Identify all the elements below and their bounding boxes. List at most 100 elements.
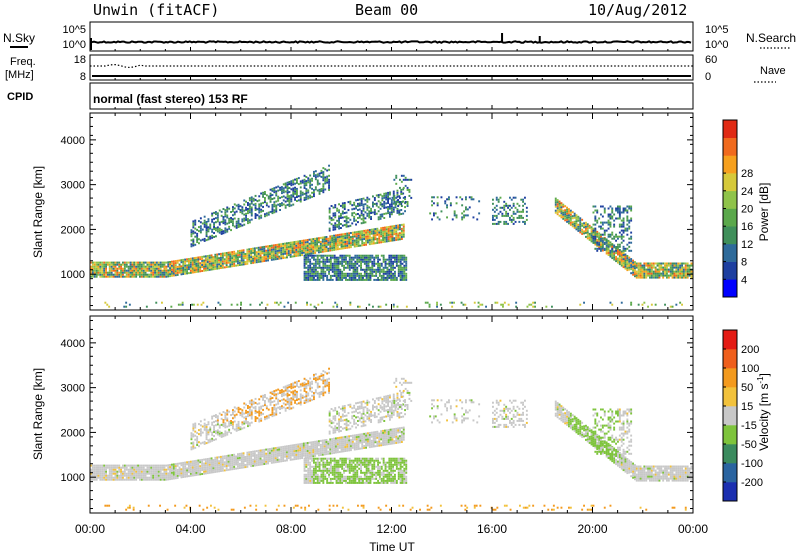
heatmap-cell [116, 274, 118, 276]
heatmap-cell [237, 461, 239, 463]
heatmap-cell [405, 273, 407, 275]
heatmap-cell [181, 271, 183, 273]
heatmap-cell [321, 172, 323, 174]
heatmap-cell [593, 230, 595, 232]
heatmap-cell [551, 306, 553, 308]
heatmap-cell [307, 255, 309, 257]
heatmap-cell [640, 263, 642, 265]
heatmap-cell [116, 276, 118, 278]
heatmap-cell [148, 264, 150, 266]
heatmap-cell [371, 243, 373, 245]
heatmap-cell [309, 271, 311, 273]
heatmap-cell [312, 250, 314, 252]
heatmap-cell [109, 276, 111, 278]
heatmap-cell [275, 449, 277, 451]
heatmap-cell [343, 241, 345, 243]
heatmap-cell [396, 277, 398, 279]
heatmap-cell [380, 202, 382, 204]
heatmap-cell [208, 238, 210, 240]
heatmap-cell [147, 266, 149, 268]
heatmap-cell [250, 457, 252, 459]
heatmap-cell [392, 231, 394, 233]
heatmap-cell [402, 275, 404, 277]
heatmap-cell [315, 178, 317, 180]
heatmap-cell [226, 211, 228, 213]
heatmap-cell [331, 448, 333, 450]
heatmap-cell [370, 269, 372, 271]
heatmap-cell [277, 250, 279, 252]
heatmap-cell [691, 265, 693, 267]
heatmap-cell [250, 252, 252, 254]
heatmap-cell [254, 247, 256, 249]
heatmap-cell [332, 263, 334, 265]
heatmap-cell [96, 276, 98, 278]
heatmap-cell [608, 254, 610, 256]
heatmap-cell [263, 254, 265, 256]
heatmap-cell [143, 471, 145, 473]
heatmap-cell [570, 222, 572, 224]
heatmap-cell [271, 462, 273, 464]
heatmap-cell [103, 471, 105, 473]
heatmap-cell [498, 201, 500, 203]
heatmap-cell [685, 273, 687, 275]
heatmap-cell [237, 453, 239, 455]
heatmap-cell [181, 474, 183, 476]
heatmap-cell [668, 269, 670, 271]
heatmap-cell [320, 241, 322, 243]
heatmap-cell [545, 306, 547, 308]
heatmap-cell [224, 252, 226, 254]
heatmap-cell [333, 225, 335, 227]
heatmap-cell [192, 469, 194, 471]
heatmap-cell [245, 253, 247, 255]
heatmap-cell [440, 304, 442, 306]
heatmap-cell [312, 248, 314, 250]
heatmap-cell [283, 191, 285, 193]
heatmap-cell [147, 270, 149, 272]
heatmap-cell [341, 234, 343, 236]
heatmap-cell [164, 479, 166, 481]
heatmap-cell [677, 277, 679, 279]
heatmap-cell [299, 443, 301, 445]
heatmap-cell [579, 225, 581, 227]
heatmap-cell [365, 199, 367, 201]
heatmap-cell [169, 261, 171, 263]
heatmap-cell [625, 260, 627, 262]
heatmap-cell [304, 179, 306, 181]
heatmap-cell [305, 184, 307, 186]
heatmap-cell [228, 220, 230, 222]
heatmap-cell [346, 442, 348, 444]
heatmap-cell [375, 255, 377, 257]
heatmap-cell [245, 466, 247, 468]
heatmap-cell [206, 227, 208, 229]
heatmap-cell [269, 450, 271, 452]
heatmap-cell [118, 272, 120, 274]
heatmap-cell [329, 208, 331, 210]
heatmap-cell [638, 265, 640, 267]
heatmap-cell [116, 473, 118, 475]
heatmap-cell [672, 271, 674, 273]
heatmap-cell [128, 475, 130, 477]
heatmap-cell [329, 245, 331, 247]
heatmap-cell [392, 277, 394, 279]
heatmap-cell [192, 245, 194, 247]
heatmap-cell [331, 219, 333, 221]
heatmap-cell [630, 236, 632, 238]
heatmap-cell [192, 232, 194, 234]
heatmap-cell [328, 181, 330, 183]
heatmap-cell [96, 264, 98, 266]
heatmap-cell [320, 444, 322, 446]
heatmap-cell [352, 232, 354, 234]
heatmap-cell [557, 203, 559, 205]
heatmap-cell [561, 204, 563, 206]
heatmap-cell [216, 258, 218, 260]
heatmap-cell [130, 479, 132, 481]
heatmap-cell [340, 213, 342, 215]
heatmap-cell [653, 273, 655, 275]
heatmap-cell [224, 262, 226, 264]
heatmap-cell [341, 263, 343, 265]
heatmap-cell [587, 229, 589, 231]
heatmap-cell [282, 446, 284, 448]
heatmap-cell [216, 260, 218, 262]
heatmap-cell [109, 477, 111, 479]
heatmap-cell [346, 226, 348, 228]
